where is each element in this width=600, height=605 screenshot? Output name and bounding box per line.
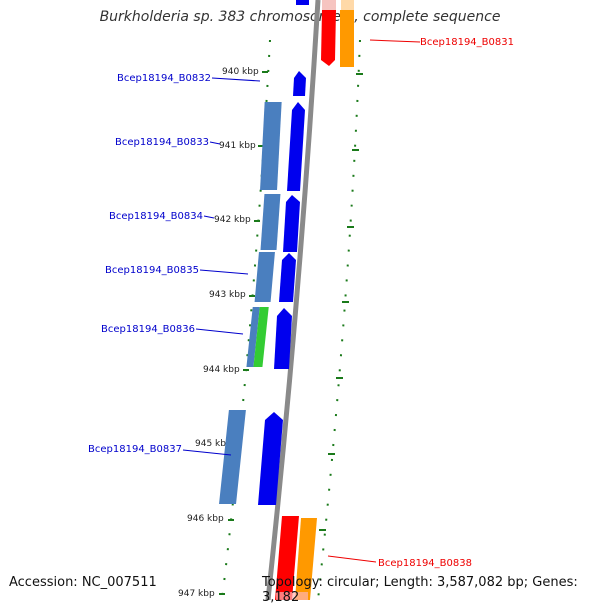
gene-b0833-feature xyxy=(287,102,305,191)
leader-b0836 xyxy=(195,328,244,335)
gene-label-b0835[interactable]: Bcep18194_B0835 xyxy=(105,265,199,276)
ruler-label-946: 946 kbp xyxy=(187,514,224,524)
gene-b0838-cds xyxy=(295,518,317,600)
gene-label-b0836[interactable]: Bcep18194_B0836 xyxy=(101,324,195,335)
ruler-ticks xyxy=(219,71,363,595)
ruler-label-944: 944 kbp xyxy=(203,365,240,375)
gene-label-b0838[interactable]: Bcep18194_B0838 xyxy=(378,558,472,569)
map-title: Burkholderia sp. 383 chromosome 2, compl… xyxy=(99,9,501,25)
ruler-label-941: 941 kbp xyxy=(219,141,256,151)
gene-label-b0834[interactable]: Bcep18194_B0834 xyxy=(109,211,203,222)
gene-b0837-feature xyxy=(258,412,283,505)
leader-b0833 xyxy=(209,141,221,145)
gene-b0831-faded xyxy=(322,0,336,10)
leader-b0837 xyxy=(182,449,232,456)
leader-b0835 xyxy=(199,269,249,275)
gene-b0838-faded xyxy=(276,592,308,600)
gene-b0835-cds xyxy=(254,252,275,302)
gene-label-b0837[interactable]: Bcep18194_B0837 xyxy=(88,444,182,455)
outer-ruler-track xyxy=(317,39,361,600)
gene-b0836-feature xyxy=(274,308,292,369)
gene-label-b0833[interactable]: Bcep18194_B0833 xyxy=(115,137,209,148)
leader-b0834 xyxy=(203,215,215,219)
gene-label-b0832[interactable]: Bcep18194_B0832 xyxy=(117,73,211,84)
gene-b0834-feature xyxy=(283,195,300,252)
accession-text: Accession: NC_007511 xyxy=(9,575,157,590)
gene-b0836-cds-blue xyxy=(246,307,260,367)
ruler-label-943: 943 kbp xyxy=(209,290,246,300)
topology-summary: Topology: circular; Length: 3,587,082 bp… xyxy=(262,575,578,605)
gene-b0836-cds-green xyxy=(253,307,269,367)
gene-b0833-cds xyxy=(260,102,282,190)
gene-b0831-cds xyxy=(340,10,354,67)
gene-stub-top xyxy=(296,0,309,5)
gene-b0831-cds-faded xyxy=(341,0,354,10)
ruler-label-940: 940 kbp xyxy=(222,67,259,77)
leader-b0831 xyxy=(369,39,421,43)
chromosome-backbone xyxy=(265,0,321,600)
ruler-label-947: 947 kbp xyxy=(178,589,215,599)
gene-b0832-feature xyxy=(293,71,306,96)
gene-b0831-feature xyxy=(321,10,336,66)
gene-b0835-feature xyxy=(279,253,296,302)
leader-b0832 xyxy=(211,77,261,82)
gene-label-b0831[interactable]: Bcep18194_B0831 xyxy=(420,37,514,48)
leader-b0838 xyxy=(327,555,377,563)
gene-b0838-feature xyxy=(275,516,299,600)
ruler-label-945: 945 kbp xyxy=(195,439,232,449)
gene-b0834-cds xyxy=(260,194,281,250)
gene-b0837-cds xyxy=(219,410,246,504)
ruler-label-942: 942 kbp xyxy=(214,215,251,225)
